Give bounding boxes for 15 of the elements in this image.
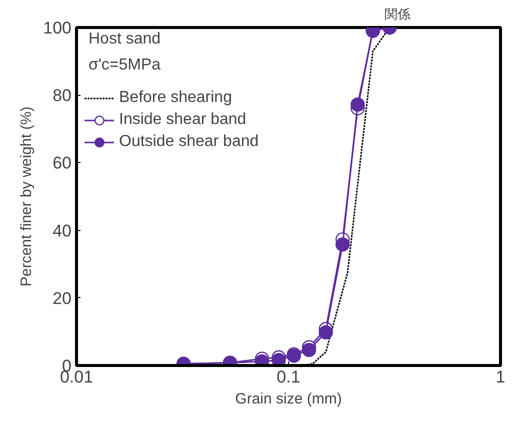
y-tick-label: 40 xyxy=(52,221,72,240)
legend-title: Host sand xyxy=(88,30,161,48)
x-tick-label: 1 xyxy=(496,368,506,386)
annotation: σ'c=5MPa xyxy=(88,56,161,74)
y-tick-label: 100 xyxy=(43,18,72,38)
y-tick-label: 60 xyxy=(52,154,72,173)
x-axis-title: Grain size (mm) xyxy=(235,390,342,408)
y-axis-title: Percent finer by weight (%) xyxy=(18,106,36,287)
chart-title: 関係 xyxy=(384,8,410,22)
legend-label: Outside shear band xyxy=(119,132,259,152)
x-tick-label: 0.1 xyxy=(276,368,300,386)
y-tick-label: 80 xyxy=(52,86,72,106)
y-tick-label: 20 xyxy=(52,288,72,308)
legend-label: Before shearing xyxy=(119,88,232,108)
legend-label: Inside shear band xyxy=(119,110,246,130)
